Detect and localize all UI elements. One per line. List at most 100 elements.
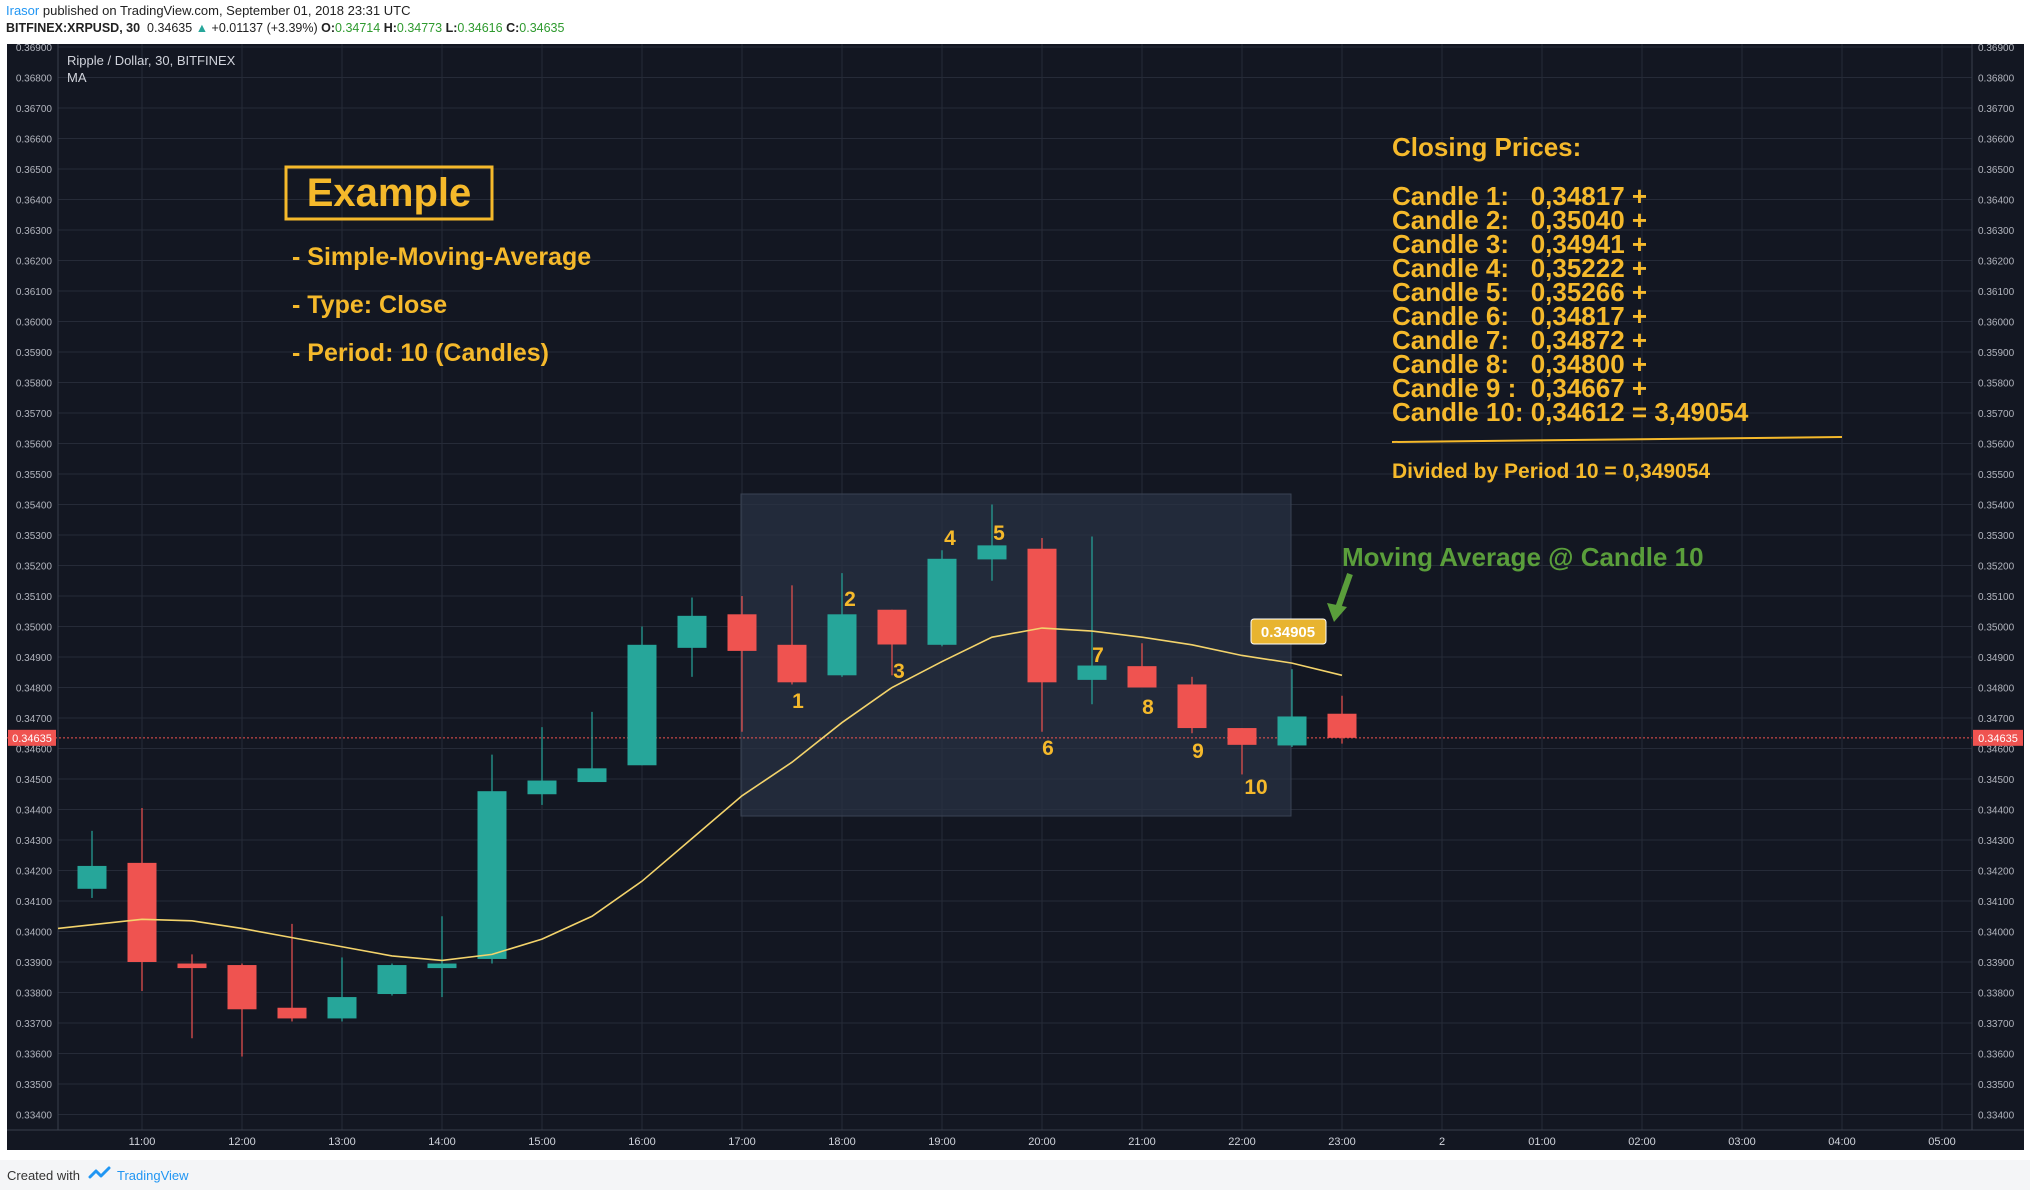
candle-body[interactable] [177, 963, 207, 969]
candle-body[interactable] [927, 558, 957, 645]
y-tick-label-left: 0.34100 [16, 897, 53, 908]
time-axis-band [7, 1130, 2024, 1150]
y-tick-label-right: 0.36700 [1978, 104, 2015, 115]
candle-body[interactable] [1327, 713, 1357, 738]
y-tick-label-left: 0.36400 [16, 196, 53, 207]
y-tick-label-left: 0.34300 [16, 836, 53, 847]
y-tick-label-left: 0.34000 [16, 928, 53, 939]
high-value: 0.34773 [396, 21, 443, 35]
candle-body[interactable] [727, 614, 757, 651]
y-tick-label-right: 0.34900 [1978, 653, 2015, 664]
y-tick-label-right: 0.34300 [1978, 836, 2015, 847]
candle-body[interactable] [377, 965, 407, 995]
candle-body[interactable] [1177, 684, 1207, 729]
candle-body[interactable] [877, 609, 907, 645]
price-chart[interactable]: 0.33400 0.33500 0.33600 0.33700 0.33800 0.339… [0, 0, 2030, 1160]
candle-number-4: 4 [944, 527, 956, 550]
candle-body[interactable] [627, 644, 657, 766]
y-tick-label-right: 0.36600 [1978, 135, 2015, 146]
y-tick-label-left: 0.33900 [16, 958, 53, 969]
y-tick-label-right: 0.36900 [1978, 43, 2015, 54]
example-title: Example [307, 171, 472, 215]
candle-body[interactable] [977, 545, 1007, 560]
symbol-label: BITFINEX:XRPUSD, 30 [6, 21, 141, 35]
y-tick-label-right: 0.34200 [1978, 867, 2015, 878]
candle-number-2: 2 [844, 588, 856, 611]
y-tick-label-left: 0.33800 [16, 989, 53, 1000]
candle-body[interactable] [427, 963, 457, 969]
y-tick-label-right: 0.35400 [1978, 501, 2015, 512]
candle-body[interactable] [827, 614, 857, 676]
candle-body[interactable] [527, 780, 557, 795]
candle-body[interactable] [1227, 728, 1257, 745]
y-tick-label-right: 0.34700 [1978, 714, 2015, 725]
y-tick-label-right: 0.33700 [1978, 1019, 2015, 1030]
y-tick-label-right: 0.34000 [1978, 928, 2015, 939]
candle-body[interactable] [227, 965, 257, 1010]
candle-body[interactable] [477, 791, 507, 959]
candle-body[interactable] [677, 615, 707, 648]
candles-group [77, 504, 1357, 1057]
ma-callout-text: Moving Average @ Candle 10 [1342, 542, 1704, 572]
x-tick-label: 22:00 [1228, 1136, 1256, 1148]
y-tick-label-right: 0.34600 [1978, 745, 2015, 756]
x-tick-label: 12:00 [228, 1136, 256, 1148]
candle-number-1: 1 [792, 690, 804, 713]
ohlc-line: BITFINEX:XRPUSD, 30 0.34635 ▲ +0.01137 (… [6, 21, 564, 35]
y-tick-label-left: 0.34400 [16, 806, 53, 817]
candle-body[interactable] [277, 1007, 307, 1019]
x-tick-label: 03:00 [1728, 1136, 1756, 1148]
ma-value-tag: 0.34905 [1250, 618, 1327, 645]
candle-number-9: 9 [1192, 740, 1204, 763]
y-tick-label-left: 0.36200 [16, 257, 53, 268]
y-tick-label-right: 0.34100 [1978, 897, 2015, 908]
x-tick-label: 23:00 [1328, 1136, 1356, 1148]
y-tick-label-right: 0.33600 [1978, 1050, 2015, 1061]
candle-body[interactable] [577, 768, 607, 783]
y-tick-label-left: 0.34800 [16, 684, 53, 695]
y-tick-label-left: 0.35000 [16, 623, 53, 634]
y-tick-label-right: 0.36300 [1978, 226, 2015, 237]
candle-body[interactable] [1077, 665, 1107, 680]
x-tick-label: 05:00 [1928, 1136, 1956, 1148]
y-tick-label-right: 0.33900 [1978, 958, 2015, 969]
y-tick-label-left: 0.34900 [16, 653, 53, 664]
y-tick-label-right: 0.34400 [1978, 806, 2015, 817]
candle-body[interactable] [777, 644, 807, 683]
y-tick-label-right: 0.35600 [1978, 440, 2015, 451]
candle-body[interactable] [327, 997, 357, 1019]
right-price-axis: 0.33400 0.33500 0.33600 0.33700 0.33800 0.339… [1978, 43, 2015, 1122]
candle-body[interactable] [127, 862, 157, 962]
low-label: L: [445, 21, 458, 35]
svg-text:0.34635: 0.34635 [12, 733, 52, 745]
up-arrow-icon: ▲ [195, 21, 209, 35]
candle-body[interactable] [1277, 716, 1307, 746]
x-tick-label: 18:00 [828, 1136, 856, 1148]
candle-number-3: 3 [893, 660, 905, 683]
x-tick-label: 01:00 [1528, 1136, 1556, 1148]
tradingview-logo-icon [88, 1166, 111, 1179]
close-label: C: [506, 21, 520, 35]
author-link[interactable]: Irasor [6, 3, 40, 18]
candle-body[interactable] [1127, 666, 1157, 688]
closing-line-4: Candle 4: 0,35222 + [1392, 253, 1647, 283]
y-tick-label-right: 0.36400 [1978, 196, 2015, 207]
x-tick-label: 04:00 [1828, 1136, 1856, 1148]
closing-prices-block: Closing Prices: Candle 1: 0,34817 + Cand… [1391, 132, 1843, 483]
open-label: O: [321, 21, 336, 35]
candle-body[interactable] [77, 865, 107, 889]
y-tick-label-right: 0.35200 [1978, 562, 2015, 573]
y-tick-label-left: 0.36500 [16, 165, 53, 176]
y-tick-label-left: 0.36300 [16, 226, 53, 237]
closing-line-8: Candle 8: 0,34800 + [1392, 349, 1647, 379]
y-tick-label-left: 0.33600 [16, 1050, 53, 1061]
candle-body[interactable] [1027, 548, 1057, 683]
sum-underline [1391, 436, 1843, 443]
publish-info: published on TradingView.com, September … [42, 3, 411, 18]
change-value: +0.01137 (+3.39%) [211, 21, 318, 35]
y-tick-label-left: 0.36600 [16, 135, 53, 146]
tradingview-link[interactable]: TradingView [117, 1168, 189, 1183]
moving-average-line [57, 627, 1343, 962]
closing-title: Closing Prices: [1392, 132, 1581, 162]
y-tick-label-right: 0.35700 [1978, 409, 2015, 420]
